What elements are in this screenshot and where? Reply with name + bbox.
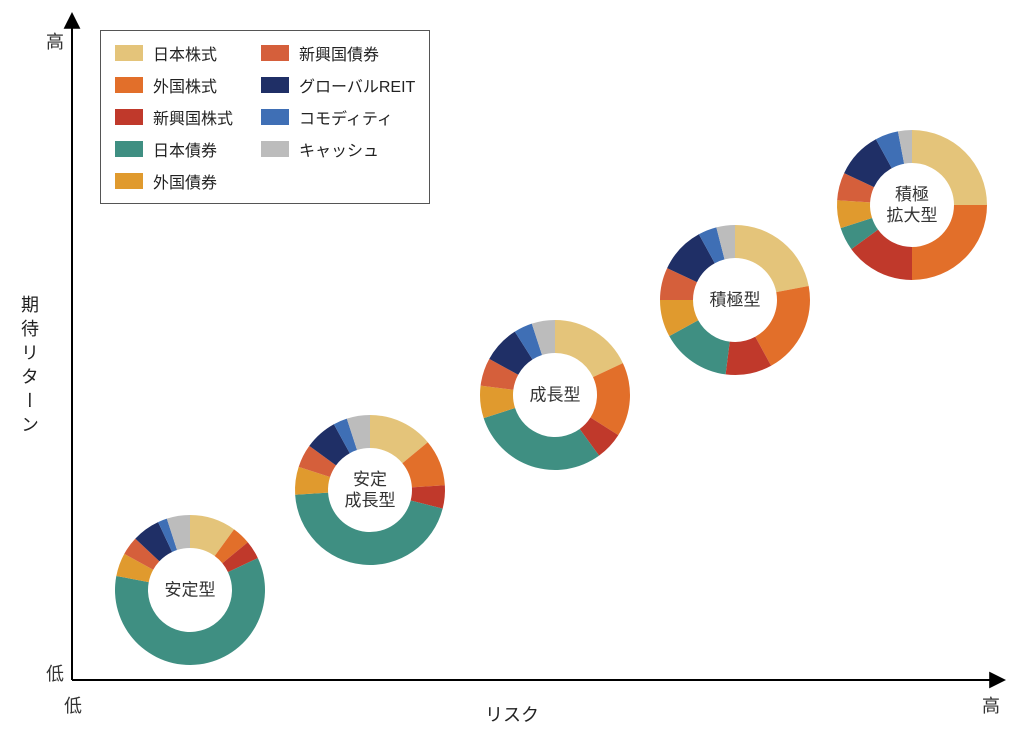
legend: 日本株式外国株式新興国株式日本債券外国債券 新興国債券グローバルREIT コモディテ… xyxy=(100,30,430,204)
legend-item-fr_equity: 外国株式 xyxy=(115,73,233,97)
legend-swatch-fr_equity xyxy=(115,77,143,93)
legend-label: 新興国債券 xyxy=(299,41,379,65)
legend-swatch-em_bond xyxy=(261,45,289,61)
legend-label: 外国株式 xyxy=(153,73,217,97)
donut-stable_growth: 安定 成長型 xyxy=(293,413,447,567)
chart-stage: 期待リターン 高 低 低 高 リスク 日本株式外国株式新興国株式日本債券外国債券… xyxy=(0,0,1024,733)
legend-label: 日本株式 xyxy=(153,41,217,65)
legend-label: キャッシュ xyxy=(299,137,379,161)
legend-item-global_reit: グローバルREIT xyxy=(261,73,415,97)
legend-swatch-jp_bond xyxy=(115,141,143,157)
legend-item-commodity: コモディティ xyxy=(261,105,415,129)
donut-aggressive_plus: 積極 拡大型 xyxy=(835,128,989,282)
legend-item-em_equity: 新興国株式 xyxy=(115,105,233,129)
legend-swatch-cash xyxy=(261,141,289,157)
legend-item-fr_bond: 外国債券 xyxy=(115,169,233,193)
x-axis-title: リスク xyxy=(0,701,1024,727)
legend-label: 日本債券 xyxy=(153,137,217,161)
legend-swatch-global_reit xyxy=(261,77,289,93)
legend-label: コモディティ xyxy=(299,105,393,129)
y-high-label: 高 xyxy=(46,28,64,54)
y-axis-title: 期待リターン xyxy=(16,0,42,733)
y-low-label: 低 xyxy=(46,660,64,686)
legend-swatch-jp_equity xyxy=(115,45,143,61)
legend-label: 新興国株式 xyxy=(153,105,233,129)
donut-stable: 安定型 xyxy=(113,513,267,667)
legend-label: グローバルREIT xyxy=(299,73,415,97)
legend-item-em_bond: 新興国債券 xyxy=(261,41,415,65)
legend-swatch-fr_bond xyxy=(115,173,143,189)
legend-item-cash: キャッシュ xyxy=(261,137,415,161)
legend-swatch-commodity xyxy=(261,109,289,125)
legend-item-jp_equity: 日本株式 xyxy=(115,41,233,65)
legend-item-jp_bond: 日本債券 xyxy=(115,137,233,161)
legend-swatch-em_equity xyxy=(115,109,143,125)
donut-aggressive: 積極型 xyxy=(658,223,812,377)
legend-label: 外国債券 xyxy=(153,169,217,193)
donut-growth: 成長型 xyxy=(478,318,632,472)
